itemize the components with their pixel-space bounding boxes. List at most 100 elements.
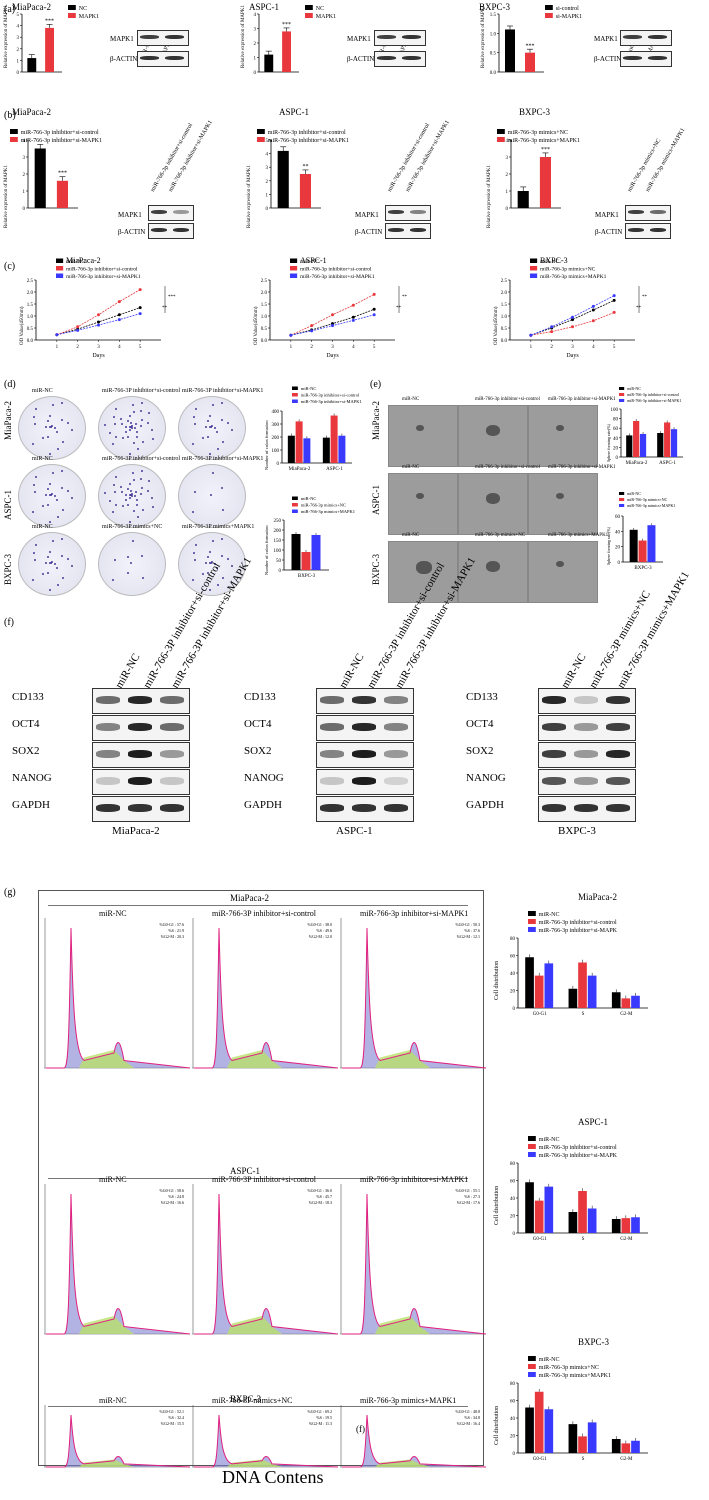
row-g-hist-curve <box>342 927 487 1069</box>
colony-dot <box>61 441 64 444</box>
colony-dot <box>141 441 144 444</box>
row-g-hist-curve <box>194 1414 339 1468</box>
row-g-chart-bar <box>587 1208 597 1233</box>
row-a-chart-ytick-label: 1 <box>254 57 257 62</box>
row-f-blot-band <box>127 777 153 785</box>
row-g-chart-ytick-label: 0 <box>513 1452 516 1457</box>
row-d-chart1-ylabel: Number of colon formation <box>264 420 269 470</box>
row-b-bactin-blot-band <box>409 227 427 233</box>
row-d-chart1-bar <box>287 435 295 463</box>
row-c-series-line <box>530 295 615 336</box>
row-a-chart-ytick-label: 3 <box>254 28 257 33</box>
row-b-chart-bar <box>539 157 551 208</box>
colony-dot <box>70 564 73 567</box>
row-b-legend-swatch <box>257 129 265 134</box>
row-f-blot-band <box>319 750 345 758</box>
colony-dot <box>128 520 131 523</box>
row-c-xtick-label: 2 <box>310 345 313 350</box>
row-b-chart-ytick-label: 4 <box>23 139 26 144</box>
row-g-panel-label: miR-NC <box>99 1175 127 1184</box>
colony-dot <box>114 407 117 410</box>
row-b-lane-label: miR-766-3p mimics+MAPK1 <box>645 127 687 193</box>
row-c-title: MiaPaca-2 <box>66 256 101 265</box>
row-b-chart-ytick-label: 1 <box>506 190 509 195</box>
row-c-chart-ytick-label: 0.0 <box>27 339 34 344</box>
row-d-chart1-legend-swatch <box>292 393 298 397</box>
row-g-chart-bar <box>525 1182 534 1233</box>
row-d-dish <box>98 532 166 596</box>
row-g-chart-xtick-label: S <box>582 1237 585 1242</box>
row-g-chart-ytick-label: 80 <box>510 937 516 942</box>
row-f-blot-band <box>383 723 409 731</box>
row-b-title: MiaPaca-2 <box>12 107 51 117</box>
row-a-bactin-label: β-ACTIN <box>347 55 375 63</box>
colony-dot <box>48 415 51 418</box>
colony-dot <box>34 491 37 494</box>
row-f-protein-label: NANOG <box>466 772 506 784</box>
colony-dot <box>221 577 224 580</box>
panel-label-c: (c) <box>4 261 16 272</box>
colony-dot <box>140 477 143 480</box>
colony-dot <box>114 559 117 562</box>
row-b-bar-chart-1: 0 1 2 3 4 5 ** miR-766-3p inhibitor+si-control m… <box>257 129 349 212</box>
row-a-legend-label: NC <box>316 6 324 12</box>
row-g-stat: %G2-M : 20.3 <box>161 934 184 939</box>
row-f-blot-band <box>95 804 121 812</box>
row-g-chart-bar <box>611 1439 621 1453</box>
row-g-chart-ytick-label: 60 <box>510 955 516 960</box>
panel-label-e: (e) <box>370 379 382 390</box>
row-c-chart-ytick-label: 2.5 <box>261 279 268 284</box>
colony-dot <box>209 562 212 565</box>
row-f-blot-band <box>383 696 409 704</box>
colony-dot <box>46 555 49 558</box>
row-a-legend-label: NC <box>79 6 87 12</box>
row-b-legend-label: miR-766-3p mimics+MAPK1 <box>508 138 580 144</box>
row-d-col-label: miR-NC <box>32 456 53 462</box>
colony-dot <box>46 487 49 490</box>
row-g-chart-bar <box>578 1191 587 1233</box>
row-f-blot-band <box>95 750 121 758</box>
colony-dot <box>48 588 51 591</box>
row-g-chart-bar <box>631 1217 640 1233</box>
row-a-chart-bar <box>27 58 37 72</box>
row-b-chart-ytick-label: 4 <box>266 153 269 158</box>
colony-dot <box>136 447 139 450</box>
row-g-chart-legend-label: miR-766-3p inhibitor+si-MAPK <box>539 928 618 934</box>
row-e-chart2-legend-label: miR-766-3p mimics+MAPK1 <box>627 503 675 508</box>
colony-dot <box>46 419 49 422</box>
row-g-title-rule <box>48 905 468 906</box>
colony-dot <box>150 428 153 431</box>
row-c-chart-ytick-label: 1.5 <box>27 303 34 308</box>
colony-dot <box>146 490 149 493</box>
row-b-legend-swatch <box>10 137 18 142</box>
row-c-point <box>97 320 100 324</box>
row-e-chart2-xtick-label: BXPC-3 <box>634 566 652 571</box>
row-g-stat: %G2-M : 11.3 <box>309 1421 332 1426</box>
row-g-stat: %S : 37.6 <box>464 928 480 933</box>
row-c-point <box>117 300 121 304</box>
colony-dot <box>194 543 197 546</box>
colony-dot <box>45 562 47 565</box>
row-e-sphere-image <box>528 405 598 467</box>
row-c-chart-ytick-label: 2.0 <box>27 291 34 296</box>
row-e-chart1-ytick-label: 40 <box>613 437 619 442</box>
row-a-legend-swatch <box>545 5 553 10</box>
row-a-bar-chart-0: 0 1 2 3 4 5 *** NC MAPK1 <box>17 5 99 76</box>
colony-dot <box>60 487 63 489</box>
row-e-chart1-legend-swatch <box>619 399 625 402</box>
colony-dot <box>128 496 131 499</box>
row-a-bactin-blot <box>374 51 426 67</box>
colony-dot <box>121 491 124 494</box>
row-b-bar-chart-2: 0 1 2 3 4 *** miR-766-3p mimics+NC miR-766-3p m… <box>497 129 580 212</box>
row-g-s-phase-fill <box>227 1459 282 1467</box>
colony-dot <box>140 487 143 489</box>
row-f-blot-band <box>605 750 631 758</box>
colony-dot <box>135 491 138 494</box>
colony-dot <box>56 515 59 518</box>
row-d-row-label: BXPC-3 <box>3 553 13 585</box>
colony-dot <box>115 436 118 439</box>
row-c-point <box>331 313 334 317</box>
row-g-hist-curve <box>46 1414 191 1468</box>
row-d-chart1-ytick-label: 200 <box>272 436 280 441</box>
row-c-series-line <box>530 300 615 336</box>
